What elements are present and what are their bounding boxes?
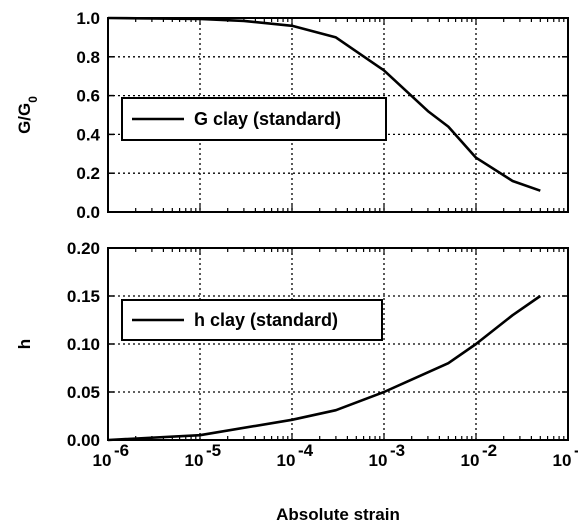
x-tick-label: 10 (369, 451, 388, 470)
y-axis-label: G/G0 (15, 96, 40, 134)
x-tick-exponent: -1 (574, 441, 578, 460)
y-tick-label: 0.6 (76, 87, 100, 106)
series-line (107, 294, 542, 442)
y-tick-label: 0.0 (76, 203, 100, 222)
y-tick-label: 0.15 (67, 287, 100, 306)
damping-plot: 0.00 0.05 0.10 0.15 0.20 h clay (standard) h 10… (15, 239, 578, 470)
y-tick-label: 0.8 (76, 48, 100, 67)
legend-label: h clay (standard) (194, 310, 338, 330)
plot-frame (107, 247, 569, 441)
y-axis-label: h (15, 339, 34, 349)
x-tick-exponent: -4 (298, 441, 314, 460)
x-tick-label: 10 (277, 451, 296, 470)
x-tick-exponent: -3 (390, 441, 405, 460)
y-tick-label: 0.2 (76, 164, 100, 183)
legend: G clay (standard) (121, 97, 387, 141)
y-tick-label: 0.00 (67, 431, 100, 450)
shear-modulus-plot: 0.0 0.2 0.4 0.6 0.8 1.0 G clay (standard) G/G0 (15, 9, 569, 222)
legend: h clay (standard) (121, 299, 383, 341)
x-tick-label: 10 (461, 451, 480, 470)
x-tick-label: 10 (553, 451, 572, 470)
y-tick-label: 0.4 (76, 125, 100, 144)
y-tick-label: 1.0 (76, 9, 100, 28)
legend-label: G clay (standard) (194, 109, 341, 129)
y-tick-label: 0.20 (67, 239, 100, 258)
x-tick-exponent: -5 (206, 441, 221, 460)
x-axis-label: Absolute strain (276, 505, 400, 524)
x-tick-label: 10 (93, 451, 112, 470)
y-tick-label: 0.05 (67, 383, 100, 402)
x-tick-exponent: -6 (114, 441, 129, 460)
x-tick-exponent: -2 (482, 441, 497, 460)
plot-frame (107, 17, 569, 213)
series-line (107, 16, 541, 192)
y-tick-label: 0.10 (67, 335, 100, 354)
x-tick-label: 10 (185, 451, 204, 470)
